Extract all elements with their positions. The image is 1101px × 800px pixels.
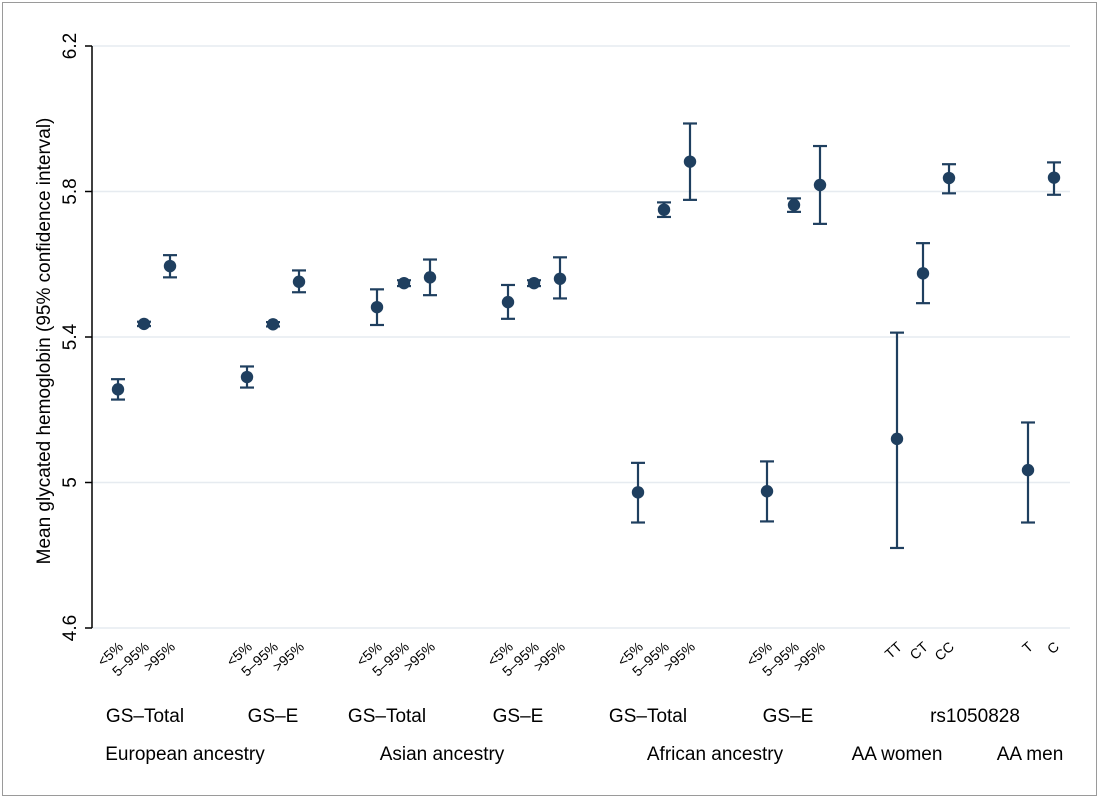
data-point [163,254,177,279]
point-marker [111,383,125,396]
data-point [890,331,904,550]
point-marker [423,271,437,284]
group-label-level1: GS–E [493,706,544,727]
data-point [111,378,125,401]
data-point [813,144,827,225]
data-point [942,163,956,195]
data-point [137,317,151,331]
point-marker [240,370,254,384]
y-tick-label: 5.8 [60,178,81,204]
group-label-level2: Asian ancestry [380,744,505,765]
point-marker [397,276,411,290]
point-marker [527,276,541,290]
y-axis [85,45,93,629]
x-tick-label: TT [882,638,906,662]
group-label-level1: GS–Total [609,706,687,727]
data-point [760,460,774,523]
grid-lines [92,45,1070,629]
point-marker [890,432,904,446]
data-point [423,258,437,297]
group-label-level1: GS–E [763,706,814,727]
x-tick-label: CT [906,638,931,663]
data-point [553,256,567,300]
y-tick-labels: 4.6 5 5.4 5.8 6.2 [60,33,81,641]
point-marker [813,178,827,192]
data-point [1021,421,1035,524]
data-point [683,122,697,201]
point-marker [1021,463,1035,477]
group-label-level2: AA women [852,744,943,765]
data-point [266,318,280,331]
point-marker [501,295,515,309]
group-label-level1: rs1050828 [930,706,1020,727]
point-marker [553,272,567,285]
data-point [657,201,671,219]
point-marker [942,171,956,185]
x-tick-label: T [1019,638,1036,656]
data-point [240,365,254,389]
data-point [501,283,515,320]
y-tick-label: 6.2 [60,33,81,59]
data-point [397,276,411,290]
point-marker [631,486,645,499]
group-label-level2: AA men [997,744,1064,765]
group-labels-level2: European ancestry Asian ancestry African a… [105,744,1063,765]
data-point [916,242,930,305]
point-marker [292,275,306,288]
point-marker [787,198,801,212]
group-label-level1: GS–E [248,706,299,727]
y-tick-label: 5 [60,477,81,488]
y-axis-title: Mean glycated hemoglobin (95% confidence… [34,118,55,565]
point-marker [266,318,280,331]
point-marker [683,155,697,168]
data-point [787,197,801,213]
point-marker [760,485,774,498]
y-tick-label: 4.6 [60,615,81,641]
group-label-level1: GS–Total [348,706,426,727]
group-label-level2: European ancestry [105,744,265,765]
data-points [111,122,1061,550]
group-label-level1: GS–Total [106,706,184,727]
y-tick-label: 5.4 [60,323,81,350]
point-marker [163,259,177,273]
point-marker [657,203,671,216]
group-labels-level1: GS–Total GS–E GS–Total GS–E GS–Total GS–E rs10… [106,706,1020,727]
data-point [370,288,384,327]
point-marker [370,300,384,314]
data-point [1047,161,1061,196]
point-marker [137,317,151,331]
x-tick-label: CC [931,638,957,663]
point-marker [916,267,930,280]
data-point [631,461,645,524]
data-point [527,276,541,290]
x-tick-labels: <5%5–95%>95% <5%5–95%>95% <5%5–95%>95% <5%5… [94,638,1062,679]
data-point [292,269,306,294]
x-tick-label: C [1044,638,1062,657]
point-marker [1047,171,1061,184]
group-label-level2: African ancestry [647,744,784,765]
